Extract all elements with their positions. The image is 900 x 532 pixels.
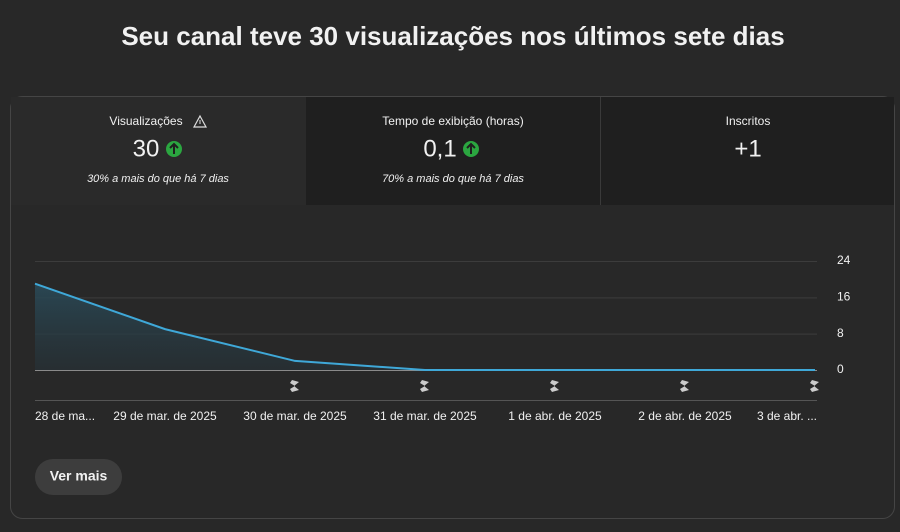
metric-value: 30: [133, 135, 160, 162]
x-tick-label: 30 de mar. de 2025: [243, 409, 347, 423]
metric-value: 0,1: [423, 135, 456, 162]
shorts-icon: [680, 380, 689, 392]
button-label: Ver mais: [50, 468, 108, 484]
x-tick-label: 3 de abr. ...: [757, 409, 817, 423]
shorts-icon: [550, 380, 559, 392]
y-tick-label: 16: [837, 290, 851, 304]
area: [35, 283, 815, 370]
page-title: Seu canal teve 30 visualizações nos últi…: [121, 21, 784, 51]
metric-change: 70% a mais do que há 7 dias: [382, 173, 524, 185]
x-tick-label: 28 de ma...: [35, 409, 95, 423]
chart: 0 8 16 24 28 de ma... 29 de mar. de 2025 30 de…: [34, 253, 851, 423]
metric-tab[interactable]: [306, 97, 601, 205]
metric-change: 30% a mais do que há 7 dias: [87, 173, 229, 185]
shorts-shape: [420, 380, 429, 392]
y-tick-label: 0: [837, 362, 844, 376]
shorts-icon: [810, 380, 819, 392]
shorts-shape: [680, 380, 689, 392]
metric-label: Tempo de exibição (horas): [382, 114, 523, 128]
x-tick-label: 31 de mar. de 2025: [373, 409, 477, 423]
see-more-button[interactable]: [35, 459, 122, 495]
x-tick-label: 29 de mar. de 2025: [113, 409, 217, 423]
metric-tab[interactable]: [601, 97, 894, 205]
metric-value: +1: [734, 135, 761, 162]
y-tick-label: 8: [837, 326, 844, 340]
shorts-shape: [810, 380, 819, 392]
up-icon: [166, 141, 182, 157]
warning-icon: [192, 114, 208, 128]
shorts-shape: [290, 380, 299, 392]
metric-label: Visualizações: [109, 114, 182, 128]
line: [34, 282, 815, 371]
metric-tab-selected[interactable]: [11, 97, 306, 205]
shorts-shape: [550, 380, 559, 392]
shorts-icon: [420, 380, 429, 392]
metric-label: Inscritos: [726, 114, 771, 128]
x-tick-label: 2 de abr. de 2025: [638, 409, 732, 423]
up-icon: [463, 141, 479, 157]
y-tick-label: 24: [837, 253, 851, 267]
x-tick-label: 1 de abr. de 2025: [508, 409, 602, 423]
shorts-icon: [290, 380, 299, 392]
